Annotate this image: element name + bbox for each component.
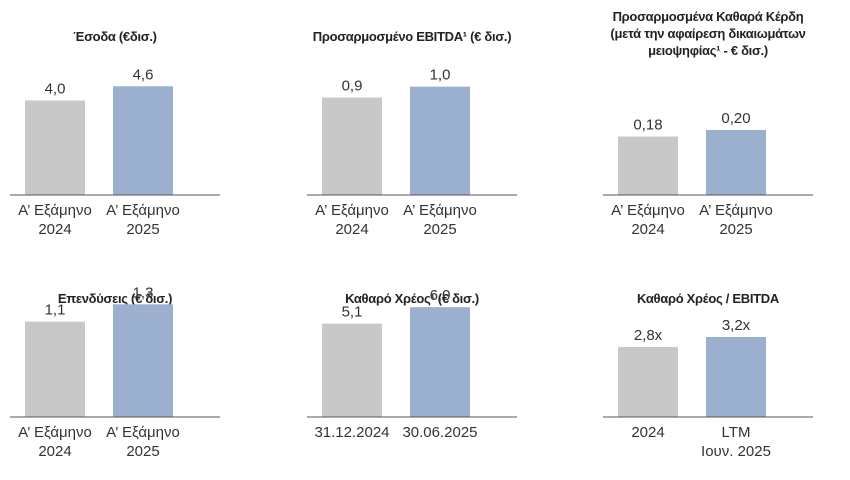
data-label: 0,20: [721, 110, 750, 127]
category-label: 2025: [719, 221, 752, 238]
chart-panel-3: Προσαρμοσμένα Καθαρά Κέρδη (μετά την αφα…: [598, 0, 848, 240]
data-label: 5,1: [342, 304, 363, 321]
chart-title: Επενδύσεις (€ δισ.): [57, 291, 173, 306]
category-label: Α’ Εξάμηνο: [315, 202, 389, 219]
data-label: 4,0: [45, 80, 66, 97]
bar-2: [113, 86, 173, 195]
chart-panel-4: Επενδύσεις (€ δισ.) 1,1 Α’ Εξάμηνο 2024 1,3 Α…: [5, 240, 255, 480]
chart-title: Προσαρμοσμένα Καθαρά Κέρδη (μετά την αφα…: [610, 9, 806, 58]
bar-2: [410, 307, 470, 417]
category-label: 30.06.2025: [402, 424, 477, 441]
category-label: 2025: [126, 221, 159, 238]
chart-title: Έσοδα (€δισ.): [73, 29, 157, 44]
category-label: 2024: [631, 424, 664, 441]
data-label: 3,2x: [722, 317, 751, 334]
bar-chart-svg: 2,8x 2024 3,2x LTM Ιουν. 2025: [603, 317, 813, 460]
data-label: 1,0: [430, 67, 451, 84]
category-label: 31.12.2024: [314, 424, 389, 441]
category-label: Α’ Εξάμηνο: [611, 202, 685, 219]
category-label: Α’ Εξάμηνο: [106, 424, 180, 441]
category-label: Ιουν. 2025: [701, 443, 771, 460]
category-label: 2024: [631, 221, 664, 238]
category-label: 2024: [335, 221, 368, 238]
data-label: 6,0: [430, 287, 451, 304]
chart-panel-1: Έσοδα (€δισ.) 4,0 Α’ Εξάμηνο 2024 4,6 Α’ Εξάμ…: [5, 0, 255, 240]
bar-chart-svg: 0,9 Α’ Εξάμηνο 2024 1,0 Α’ Εξάμηνο 2025: [307, 67, 517, 238]
category-label: Α’ Εξάμηνο: [106, 202, 180, 219]
bar-chart-svg: 0,18 Α’ Εξάμηνο 2024 0,20 Α’ Εξάμηνο 2025: [603, 110, 813, 238]
bar-1: [618, 136, 678, 195]
category-label: Α’ Εξάμηνο: [18, 202, 92, 219]
bar-chart-svg: 1,1 Α’ Εξάμηνο 2024 1,3 Α’ Εξάμηνο 2025: [10, 284, 220, 460]
data-label: 2,8x: [634, 327, 663, 344]
chart-title: Καθαρό Χρέος¹ (€ δισ.): [345, 291, 479, 306]
category-label: 2024: [38, 221, 71, 238]
bar-chart-svg: 5,1 31.12.2024 6,0 30.06.2025: [307, 287, 517, 441]
category-label: 2024: [38, 443, 71, 460]
category-label: Α’ Εξάμηνο: [18, 424, 92, 441]
category-label: Α’ Εξάμηνο: [699, 202, 773, 219]
bar-2: [410, 86, 470, 195]
data-label: 1,1: [45, 302, 66, 319]
chart-title: Καθαρό Χρέος / EBITDA: [637, 291, 779, 306]
category-label: LTM: [722, 424, 751, 441]
data-label: 4,6: [133, 66, 154, 83]
category-label: Α’ Εξάμηνο: [403, 202, 477, 219]
bar-chart-svg: 4,0 Α’ Εξάμηνο 2024 4,6 Α’ Εξάμηνο 2025: [10, 66, 220, 238]
bar-1: [618, 347, 678, 417]
data-label: 0,9: [342, 78, 363, 95]
bar-1: [25, 100, 85, 195]
bar-1: [322, 97, 382, 195]
data-label: 1,3: [133, 284, 154, 301]
bar-2: [706, 337, 766, 417]
bar-2: [113, 304, 173, 417]
bar-1: [25, 321, 85, 417]
category-label: 2025: [126, 443, 159, 460]
bar-2: [706, 130, 766, 195]
chart-panel-5: Καθαρό Χρέος¹ (€ δισ.) 5,1 31.12.2024 6,0 30…: [302, 240, 552, 480]
chart-title: Προσαρμοσμένο EBITDA¹ (€ δισ.): [312, 29, 512, 44]
chart-panel-2: Προσαρμοσμένο EBITDA¹ (€ δισ.) 0,9 Α’ Εξάμ…: [302, 0, 552, 240]
data-label: 0,18: [633, 117, 662, 134]
chart-panel-6: Καθαρό Χρέος / EBITDA 2,8x 2024 3,2x LTM Ιουν…: [598, 240, 848, 480]
bar-1: [322, 323, 382, 417]
category-label: 2025: [423, 221, 456, 238]
